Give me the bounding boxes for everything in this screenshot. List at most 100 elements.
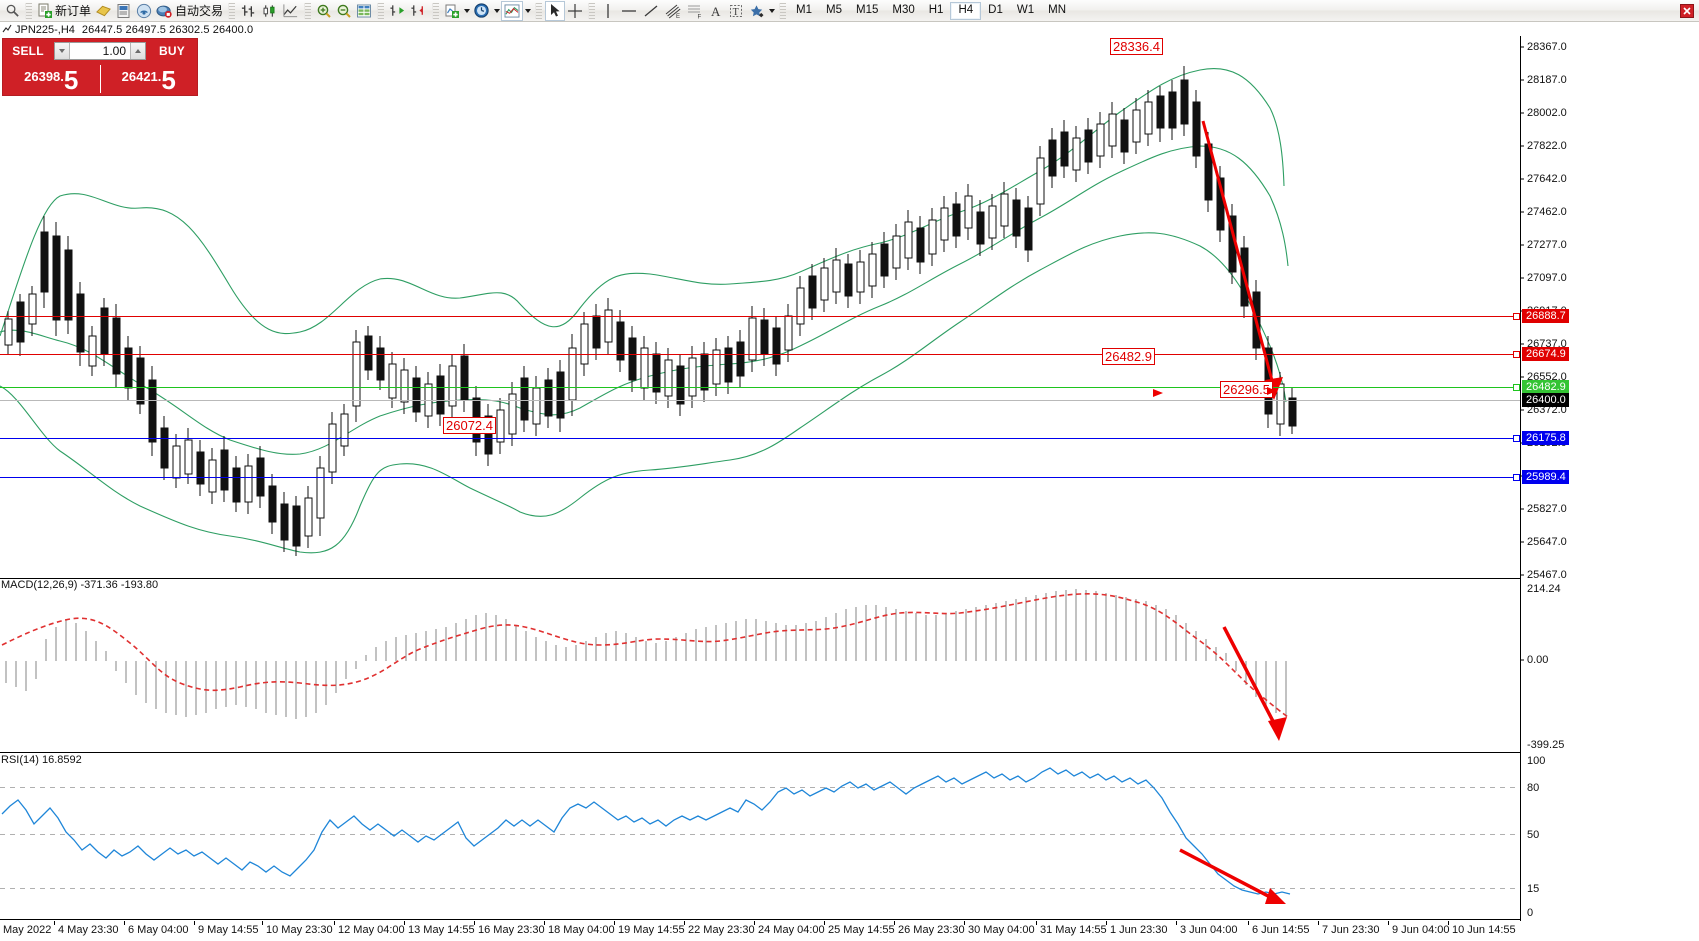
- metaeditor-icon[interactable]: [114, 1, 134, 21]
- vertical-line-icon[interactable]: [598, 1, 618, 21]
- add-indicator-icon[interactable]: [442, 1, 462, 21]
- search-icon[interactable]: [2, 1, 22, 21]
- shapes-icon[interactable]: [746, 1, 767, 21]
- buy-price-main: 26421: [121, 69, 158, 84]
- target-line-25989[interactable]: [0, 477, 1520, 478]
- annotation-swing-high[interactable]: 28336.4: [1110, 38, 1163, 55]
- trendline-icon[interactable]: [640, 1, 662, 21]
- annotation-level-26072[interactable]: 26072.4: [443, 417, 496, 434]
- sell-button[interactable]: SELL: [12, 44, 44, 58]
- volume-increase-button[interactable]: [130, 43, 145, 59]
- sell-price-separator: .: [60, 69, 64, 84]
- templates-dropdown-caret-icon[interactable]: [523, 2, 532, 20]
- timeframe-m1[interactable]: M1: [796, 4, 813, 16]
- support-line-26482-handle[interactable]: [1513, 384, 1520, 391]
- target-line-25989-handle[interactable]: [1513, 474, 1520, 481]
- sell-price[interactable]: 26398 . 5: [3, 63, 100, 95]
- resistance-line-26674[interactable]: [0, 354, 1520, 355]
- shapes-dropdown-caret-icon[interactable]: [767, 2, 776, 20]
- resistance-line-26888-handle[interactable]: [1513, 313, 1520, 320]
- price-chart-pane[interactable]: [0, 36, 1520, 577]
- timeframe-h1[interactable]: H1: [928, 4, 944, 16]
- timeframe-w1[interactable]: W1: [1016, 4, 1035, 16]
- time-tick-mark: [1318, 921, 1319, 925]
- line-chart-icon[interactable]: [280, 1, 301, 21]
- macd-indicator-pane[interactable]: MACD(12,26,9) -371.36 -193.80: [0, 578, 1520, 753]
- target-line-26175-handle[interactable]: [1513, 435, 1520, 442]
- timeframe-m5[interactable]: M5: [826, 4, 842, 16]
- time-tick-label: 22 May 23:30: [688, 924, 755, 936]
- rsi-canvas: [1, 767, 1291, 904]
- toolbar-separator: [588, 2, 596, 19]
- bar-chart-icon[interactable]: [238, 1, 259, 21]
- time-tick-label: 16 May 23:30: [478, 924, 545, 936]
- volume-stepper[interactable]: 1.00: [54, 42, 146, 60]
- price-tag-resistance-26674[interactable]: 26674.9: [1522, 347, 1569, 361]
- resistance-line-26674-handle[interactable]: [1513, 351, 1520, 358]
- annotation-swing-low[interactable]: 26296.5: [1220, 381, 1273, 398]
- buy-price[interactable]: 26421 . 5: [101, 63, 198, 95]
- period-dropdown-caret-icon[interactable]: [492, 2, 501, 20]
- data-window-icon[interactable]: [354, 1, 374, 21]
- close-window-icon[interactable]: [1677, 1, 1697, 21]
- price-tick-label: 28002.0: [1527, 107, 1567, 119]
- timeframe-mn[interactable]: MN: [1048, 4, 1066, 16]
- time-tick-label: 9 May 14:55: [198, 924, 259, 936]
- crosshair-icon[interactable]: [565, 1, 585, 21]
- templates-icon[interactable]: [501, 0, 524, 21]
- resistance-line-26888[interactable]: [0, 316, 1520, 317]
- signals-icon[interactable]: [134, 1, 154, 21]
- horizontal-line-icon[interactable]: [618, 1, 640, 21]
- time-tick-label: 25 May 14:55: [828, 924, 895, 936]
- auto-trading-label: 自动交易: [175, 4, 224, 18]
- one-click-trading-panel[interactable]: SELL 1.00 BUY 26398 . 5 26421 . 5: [2, 38, 198, 96]
- price-tag-last-price[interactable]: 26400.0: [1522, 393, 1569, 407]
- volume-decrease-button[interactable]: [55, 43, 70, 59]
- zoom-in-icon[interactable]: [314, 1, 334, 21]
- zoom-out-icon[interactable]: [334, 1, 354, 21]
- period-clock-icon[interactable]: [471, 1, 492, 21]
- svg-text:A: A: [711, 4, 721, 19]
- new-order-label: 新订单: [55, 4, 92, 18]
- candlestick-chart-icon[interactable]: [259, 1, 280, 21]
- support-line-26482[interactable]: [0, 387, 1520, 388]
- fibonacci-icon[interactable]: F: [684, 1, 706, 21]
- rsi-level-80: [0, 787, 1518, 788]
- timeframe-d1[interactable]: D1: [988, 4, 1003, 16]
- time-axis[interactable]: May 2022 4 May 23:30 6 May 04:00 9 May 1…: [0, 921, 1699, 941]
- price-tag-resistance-26888[interactable]: 26888.7: [1522, 309, 1569, 323]
- price-tag-target-26175[interactable]: 26175.8: [1522, 431, 1569, 445]
- buy-button[interactable]: BUY: [159, 44, 185, 58]
- volume-input[interactable]: 1.00: [102, 44, 126, 58]
- timeframe-m30[interactable]: M30: [892, 4, 915, 16]
- svg-text:T: T: [733, 7, 739, 18]
- equidistant-channel-icon[interactable]: E: [662, 1, 684, 21]
- annotation-level-26482[interactable]: 26482.9: [1102, 348, 1155, 365]
- rsi-tick: 80: [1522, 782, 1539, 794]
- timeframe-h4[interactable]: H4: [950, 1, 982, 20]
- macd-canvas: [1, 589, 1289, 741]
- time-tick-mark: [754, 921, 755, 925]
- text-icon[interactable]: A: [706, 1, 726, 21]
- time-tick-mark: [824, 921, 825, 925]
- svg-text:E: E: [676, 14, 680, 19]
- new-order-button[interactable]: 新订单: [35, 1, 93, 21]
- auto-scroll-icon[interactable]: [408, 1, 429, 21]
- price-tag-target-25989[interactable]: 25989.4: [1522, 470, 1569, 484]
- price-tag-support-26482[interactable]: 26482.9: [1522, 380, 1569, 394]
- cursor-arrow-icon[interactable]: [545, 0, 566, 21]
- time-tick-label: 4 May 23:30: [58, 924, 119, 936]
- price-tick: 27277.0: [1520, 239, 1567, 251]
- indicator-dropdown-caret-icon[interactable]: [462, 2, 471, 20]
- auto-trading-button[interactable]: 自动交易: [154, 1, 225, 21]
- macd-tick-label: 214.24: [1527, 583, 1561, 595]
- text-label-icon[interactable]: T: [726, 1, 746, 21]
- chart-shift-icon[interactable]: [387, 1, 408, 21]
- time-tick-mark: [334, 921, 335, 925]
- macd-tick: 214.24: [1522, 583, 1561, 595]
- toolbar-separator: [228, 2, 236, 19]
- timeframe-m15[interactable]: M15: [856, 4, 879, 16]
- target-line-26175[interactable]: [0, 438, 1520, 439]
- rsi-indicator-pane[interactable]: RSI(14) 16.8592: [0, 754, 1520, 920]
- expert-advisor-icon[interactable]: [93, 1, 114, 21]
